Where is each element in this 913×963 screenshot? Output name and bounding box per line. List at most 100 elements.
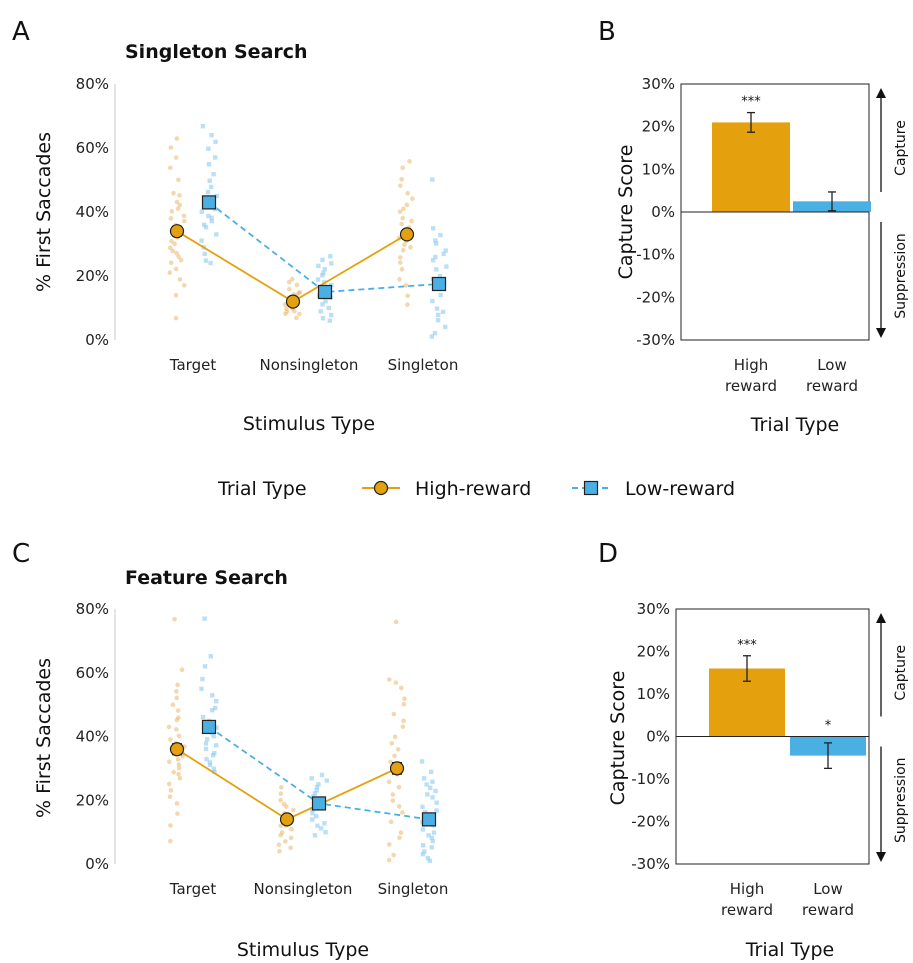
jitter-point-high — [173, 155, 179, 160]
y-tick-label: 10% — [637, 685, 670, 703]
jitter-point-low — [199, 238, 204, 243]
jitter-point-low — [428, 769, 434, 774]
point-high — [285, 294, 301, 309]
jitter-point-high — [175, 811, 180, 816]
jitter-point-low — [316, 263, 321, 269]
jitter-point-low — [199, 686, 204, 691]
jitter-point-low — [200, 123, 206, 129]
jitter-point-high — [400, 247, 406, 253]
capture-label: Capture — [893, 645, 909, 701]
jitter-point-high — [174, 136, 180, 141]
jitter-point-high — [410, 196, 415, 201]
jitter-point-low — [444, 264, 449, 269]
jitter-point-low — [438, 292, 443, 298]
jitter-point-high — [286, 279, 292, 285]
jitter-point-high — [398, 260, 403, 265]
capture-arrowhead — [876, 88, 886, 98]
jitter-point-low — [316, 782, 321, 787]
jitter-point-low — [314, 814, 319, 819]
jitter-point-low — [210, 708, 215, 713]
jitter-point-low — [434, 800, 439, 805]
jitter-point-high — [181, 283, 187, 288]
jitter-point-low — [204, 756, 209, 762]
jitter-point-low — [429, 845, 434, 850]
jitter-point-high — [168, 737, 173, 742]
jitter-point-high — [396, 804, 402, 809]
jitter-point-low — [431, 830, 437, 835]
y-tick-label: -10% — [631, 770, 670, 788]
panel-b-xlabel: Trial Type — [750, 414, 840, 436]
jitter-point-high — [283, 311, 288, 317]
jitter-point-high — [392, 753, 397, 759]
jitter-point-high — [174, 695, 180, 701]
jitter-point-low — [420, 843, 426, 848]
point-high — [279, 812, 295, 827]
y-tick-label: -20% — [631, 813, 670, 831]
jitter-point-high — [174, 689, 179, 694]
jitter-point-high — [179, 667, 185, 673]
jitter-point-high — [169, 238, 174, 244]
y-tick-label: -30% — [636, 331, 675, 349]
panel-a-xlabel: Stimulus Type — [243, 413, 375, 435]
panel-c-xlabel: Stimulus Type — [237, 939, 369, 961]
jitter-point-high — [401, 718, 406, 724]
jitter-point-low — [208, 184, 214, 190]
jitter-point-low — [323, 299, 328, 304]
jitter-point-low — [200, 714, 206, 720]
jitter-point-high — [397, 277, 402, 282]
significance-label: *** — [737, 638, 757, 653]
jitter-point-high — [167, 794, 173, 799]
jitter-point-high — [173, 266, 179, 272]
panel-letter-a: A — [12, 17, 30, 47]
jitter-point-high — [172, 241, 177, 247]
jitter-point-low — [213, 698, 219, 704]
jitter-point-low — [310, 810, 315, 816]
jitter-point-low — [322, 267, 327, 272]
y-tick-label: 60% — [76, 664, 109, 682]
jitter-point-high — [288, 845, 293, 851]
jitter-point-low — [324, 778, 330, 783]
jitter-point-low — [312, 833, 318, 838]
panel-a-ylabel: % First Saccades — [33, 132, 55, 292]
y-tick-label: 20% — [637, 643, 670, 661]
jitter-point-low — [319, 772, 325, 778]
jitter-point-low — [315, 823, 320, 828]
legend-low-label: Low-reward — [625, 478, 735, 500]
jitter-point-high — [390, 792, 396, 797]
jitter-point-low — [430, 795, 435, 800]
jitter-point-low — [209, 218, 215, 224]
x-tick-label: Singleton — [388, 356, 459, 374]
series-line-low — [208, 201, 440, 293]
jitter-point-low — [434, 306, 440, 311]
jitter-point-high — [284, 804, 289, 809]
significance-label: *** — [741, 95, 761, 110]
jitter-point-high — [288, 835, 294, 841]
jitter-point-high — [386, 857, 392, 863]
jitter-point-high — [409, 218, 414, 224]
jitter-point-low — [430, 838, 435, 844]
jitter-point-high — [173, 292, 179, 298]
jitter-point-high — [176, 765, 182, 771]
jitter-point-low — [434, 808, 439, 813]
jitter-point-high — [167, 759, 172, 765]
panel-d-ylabel: Capture Score — [607, 671, 629, 806]
jitter-point-low — [435, 317, 441, 323]
jitter-point-low — [214, 725, 219, 730]
jitter-point-high — [167, 270, 173, 275]
y-tick-label: 20% — [642, 118, 675, 136]
jitter-point-low — [432, 331, 438, 336]
y-tick-label: -10% — [636, 246, 675, 264]
jitter-point-high — [290, 807, 296, 813]
jitter-point-high — [175, 206, 181, 212]
y-tick-label: 0% — [85, 331, 109, 349]
jitter-point-high — [166, 781, 172, 787]
point-low — [421, 812, 437, 827]
jitter-point-high — [167, 245, 173, 251]
x-tick-label: reward — [721, 901, 773, 919]
jitter-point-low — [421, 776, 427, 781]
y-tick-label: 80% — [76, 600, 109, 618]
x-tick-label: High — [730, 880, 764, 898]
jitter-point-high — [388, 819, 394, 825]
jitter-point-low — [328, 312, 334, 318]
jitter-point-low — [310, 817, 315, 822]
